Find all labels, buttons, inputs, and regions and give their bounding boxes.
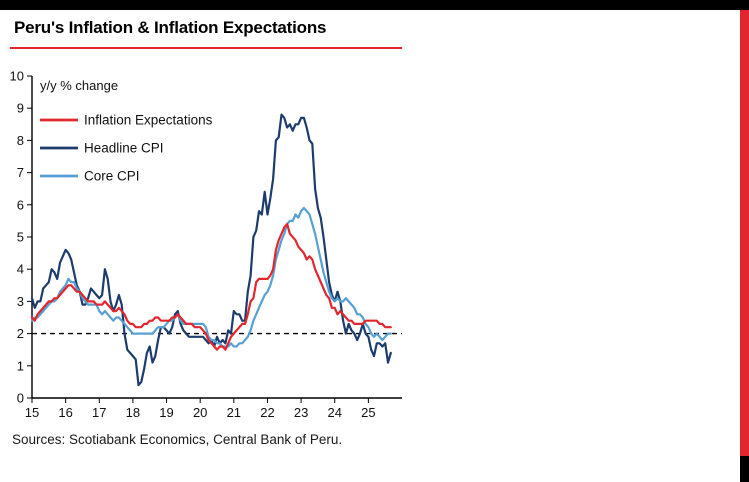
right-border-bar: [740, 10, 749, 456]
svg-text:18: 18: [126, 405, 140, 420]
svg-text:20: 20: [193, 405, 207, 420]
svg-text:y/y % change: y/y % change: [40, 78, 118, 93]
svg-text:Headline CPI: Headline CPI: [84, 141, 164, 156]
source-note: Sources: Scotiabank Economics, Central B…: [12, 432, 343, 447]
svg-text:5: 5: [17, 230, 24, 245]
svg-text:6: 6: [17, 197, 24, 212]
svg-text:9: 9: [17, 101, 24, 116]
svg-text:22: 22: [260, 405, 274, 420]
svg-text:24: 24: [327, 405, 341, 420]
svg-text:8: 8: [17, 133, 24, 148]
svg-text:0: 0: [17, 391, 24, 406]
svg-text:3: 3: [17, 294, 24, 309]
svg-text:7: 7: [17, 165, 24, 180]
svg-text:4: 4: [17, 262, 24, 277]
svg-text:10: 10: [10, 69, 24, 84]
top-border-bar: [0, 0, 749, 10]
svg-text:Core CPI: Core CPI: [84, 169, 140, 184]
svg-text:17: 17: [92, 405, 106, 420]
title-block: Peru's Inflation & Inflation Expectation…: [10, 18, 402, 49]
svg-text:16: 16: [58, 405, 72, 420]
svg-text:21: 21: [227, 405, 241, 420]
svg-text:23: 23: [294, 405, 308, 420]
svg-text:2: 2: [17, 326, 24, 341]
svg-text:1: 1: [17, 358, 24, 373]
svg-text:19: 19: [159, 405, 173, 420]
chart-title: Peru's Inflation & Inflation Expectation…: [14, 18, 327, 37]
bottom-right-corner-bar: [740, 456, 749, 482]
svg-text:15: 15: [25, 405, 39, 420]
svg-text:25: 25: [361, 405, 375, 420]
svg-text:Inflation Expectations: Inflation Expectations: [84, 113, 213, 128]
